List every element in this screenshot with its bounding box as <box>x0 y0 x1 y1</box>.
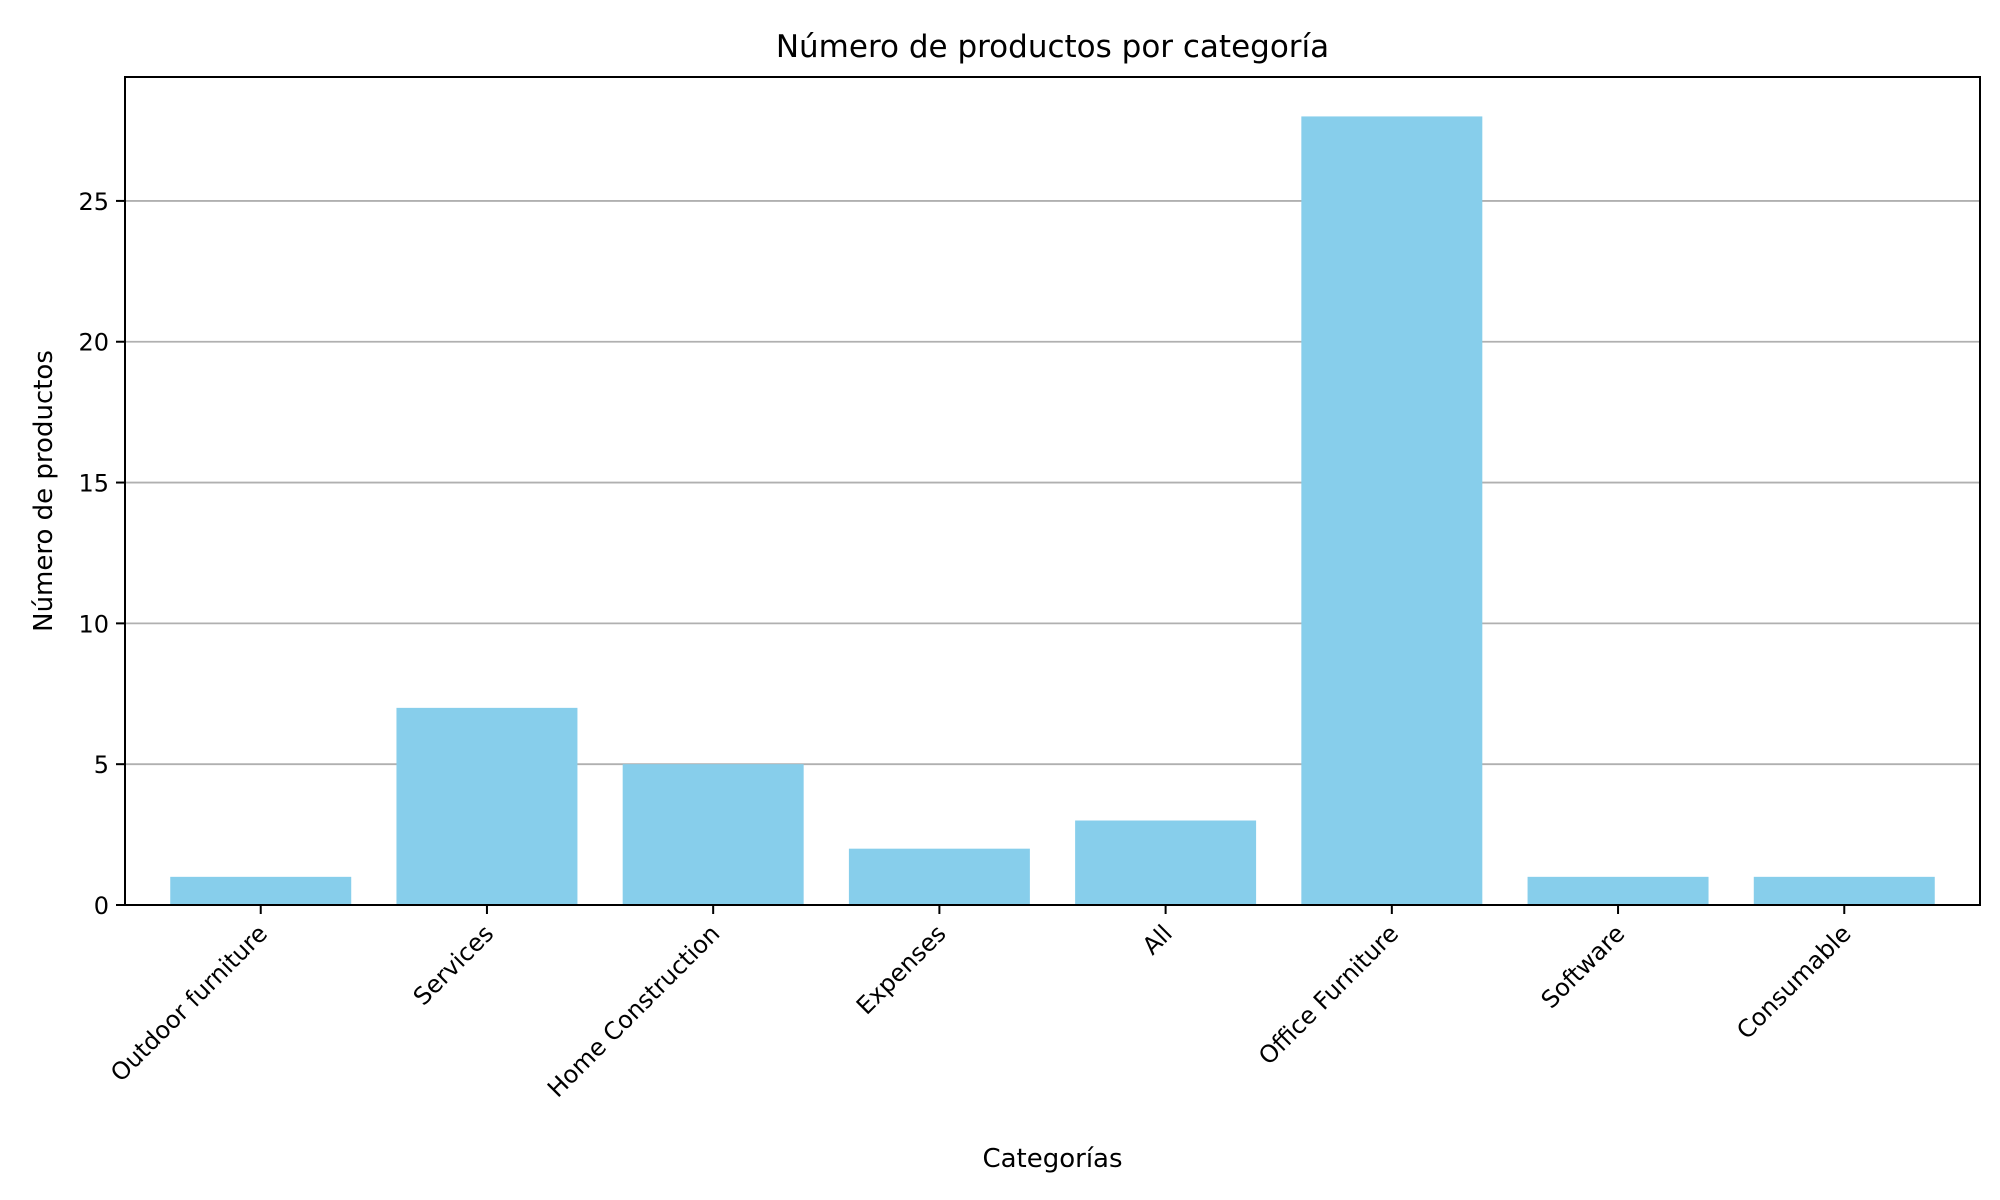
x-tick-label: Office Furniture <box>1253 919 1404 1070</box>
chart-title: Número de productos por categoría <box>776 29 1329 65</box>
bars <box>170 116 1935 905</box>
x-tick-label: Software <box>1536 919 1631 1014</box>
x-tick-label: All <box>1137 919 1178 960</box>
y-tick-label: 5 <box>94 751 109 779</box>
bar <box>1301 116 1483 905</box>
x-tick-label: Expenses <box>851 919 952 1020</box>
bar <box>1075 820 1257 905</box>
y-tick-label: 25 <box>78 188 109 216</box>
bar <box>396 707 578 905</box>
x-tick-label: Outdoor furniture <box>105 919 273 1087</box>
bar <box>1753 876 1935 905</box>
bar <box>1527 876 1709 905</box>
bar <box>170 876 352 905</box>
x-tick-label: Home Construction <box>542 919 725 1102</box>
bar <box>622 764 804 905</box>
y-tick-label: 0 <box>94 892 109 920</box>
y-tick-label: 20 <box>78 329 109 357</box>
x-axis-label: Categorías <box>982 1144 1122 1174</box>
plot-area-frame <box>124 76 1981 906</box>
bar <box>848 848 1030 905</box>
y-axis-label: Número de productos <box>29 350 59 632</box>
x-axis-ticks: Outdoor furniture Services Home Constructi… <box>105 905 1857 1103</box>
y-gridlines <box>125 200 1980 766</box>
x-tick-label: Services <box>408 919 499 1010</box>
y-tick-label: 10 <box>78 610 109 638</box>
y-axis-ticks: 0 5 10 15 20 25 <box>78 188 125 920</box>
y-tick-label: 15 <box>78 470 109 498</box>
x-tick-label: Consumable <box>1731 919 1856 1044</box>
